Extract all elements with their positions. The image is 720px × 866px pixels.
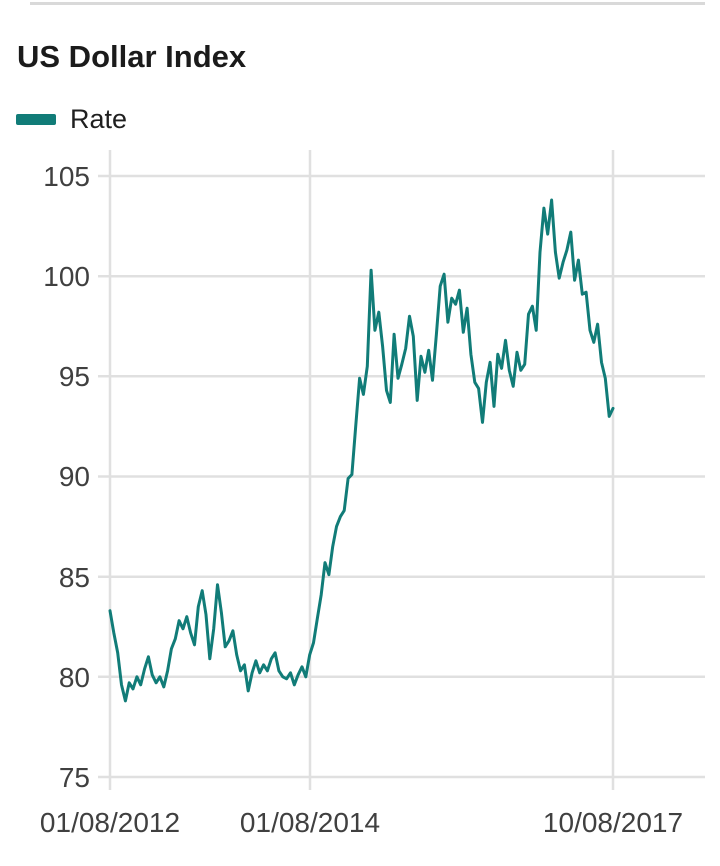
gridlines — [98, 150, 705, 790]
ytick-85: 85 — [59, 562, 90, 593]
legend-label: Rate — [70, 103, 128, 134]
chart-title: US Dollar Index — [17, 39, 247, 74]
xtick-2012: 01/08/2012 — [40, 807, 180, 838]
x-axis-labels: 01/08/2012 01/08/2014 10/08/2017 — [40, 807, 683, 838]
xtick-2017: 10/08/2017 — [543, 807, 683, 838]
ytick-95: 95 — [59, 361, 90, 392]
top-divider — [30, 2, 705, 5]
legend[interactable]: Rate — [16, 104, 127, 134]
ytick-100: 100 — [43, 261, 90, 292]
ytick-75: 75 — [59, 762, 90, 793]
xtick-2014: 01/08/2014 — [240, 807, 380, 838]
ytick-90: 90 — [59, 461, 90, 492]
legend-swatch-icon — [16, 113, 56, 125]
ytick-105: 105 — [43, 161, 90, 192]
y-axis-labels: 105 100 95 90 85 80 75 — [43, 161, 90, 793]
rate-series-line[interactable] — [108, 198, 615, 703]
ytick-80: 80 — [59, 662, 90, 693]
